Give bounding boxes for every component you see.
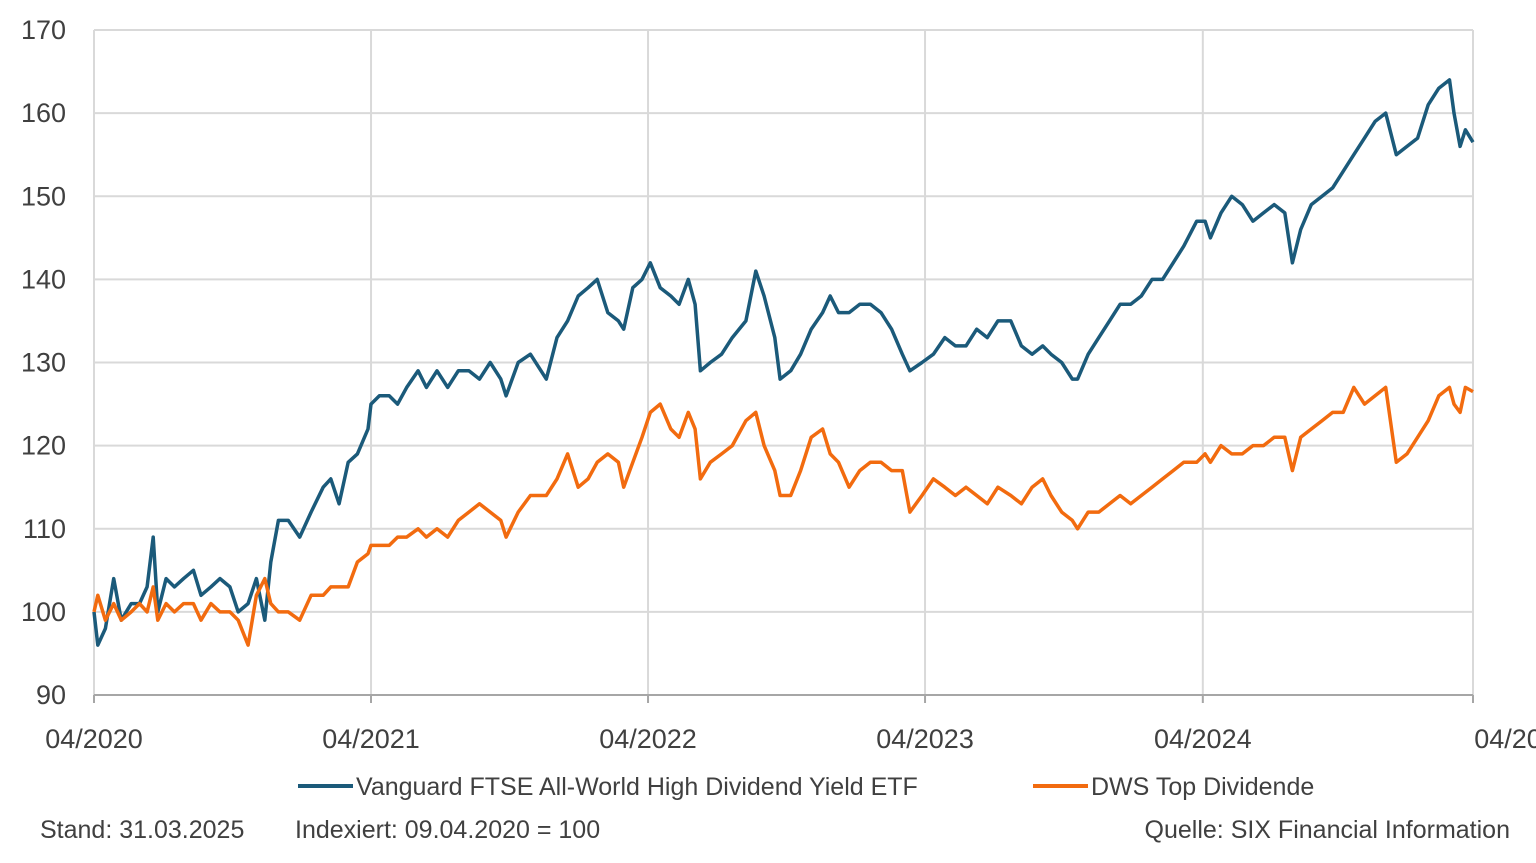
y-tick-label: 120 [21,431,66,461]
source-note: Quelle: SIX Financial Information [1144,816,1510,844]
gridlines [93,29,1474,703]
y-tick-label: 130 [21,348,66,378]
y-tick-label: 100 [21,597,66,627]
legend-label-2: DWS Top Dividende [1091,773,1314,801]
x-tick-label: 04/2021 [322,724,420,754]
y-tick-label: 110 [23,514,66,544]
legend-label-1: Vanguard FTSE All-World High Dividend Yi… [356,773,918,801]
y-tick-label: 140 [21,264,66,294]
stand-date: Stand: 31.03.2025 [40,816,245,844]
x-tick-label: 04/2020 [45,724,143,754]
y-tick-label: 90 [36,680,66,710]
y-tick-label: 150 [21,181,66,211]
y-axis-ticks: 90 100 110 120 130 140 150 160 170 [21,15,66,710]
x-tick-label: 04/2022 [599,724,697,754]
series-line-1 [92,78,1475,647]
index-note: Indexiert: 09.04.2020 = 100 [295,816,601,844]
series-line-2 [92,385,1474,647]
y-tick-label: 160 [21,98,66,128]
x-axis-ticks: 04/2020 04/2021 04/2022 04/2023 04/2024 04/20… [45,724,1536,754]
x-tick-label: 04/2024 [1154,724,1252,754]
x-tick-label: 04/2023 [876,724,974,754]
legend: Vanguard FTSE All-World High Dividend Yi… [298,773,1314,801]
y-tick-label: 170 [21,15,66,45]
series-lines [92,78,1475,647]
x-tick-label: 04/2025 [1474,724,1536,754]
